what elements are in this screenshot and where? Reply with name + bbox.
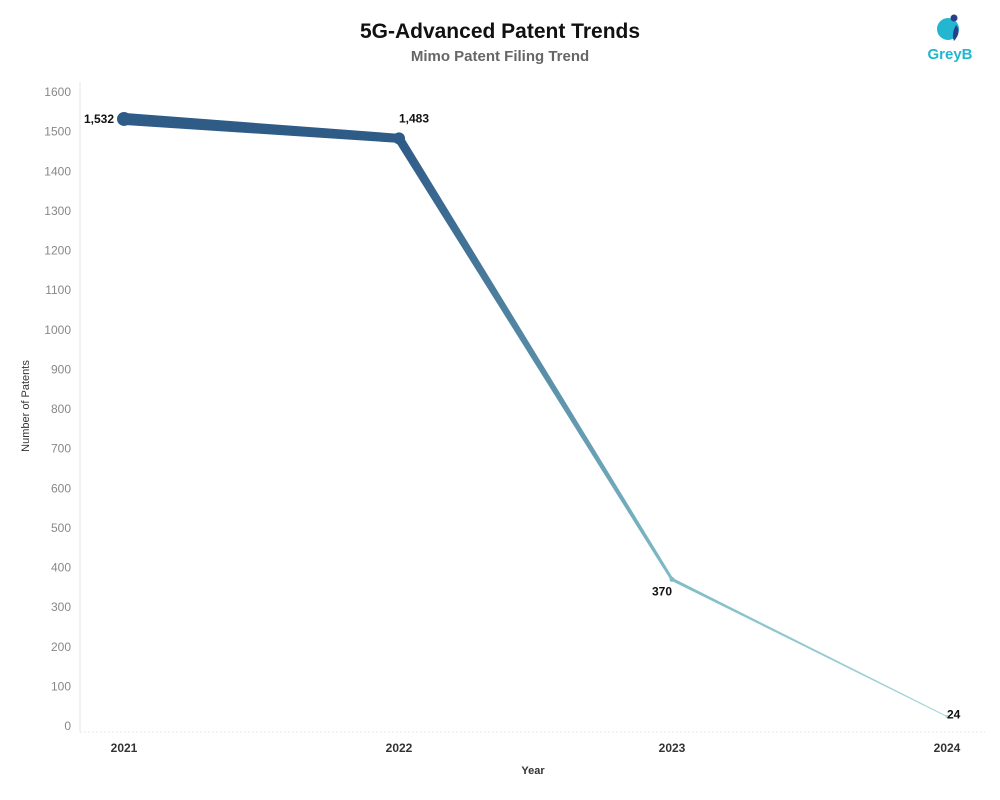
- chart-subtitle: Mimo Patent Filing Trend: [410, 48, 590, 65]
- y-tick-label: 1300: [44, 204, 71, 218]
- chart-line-segments: [123, 112, 948, 717]
- line-segment: [395, 135, 674, 581]
- y-tick-label: 100: [51, 679, 71, 693]
- line-segment: [671, 578, 948, 717]
- logo-text: GreyB: [927, 46, 973, 63]
- y-tick-label: 300: [51, 600, 71, 614]
- data-label: 24: [947, 707, 961, 721]
- y-tick-label: 500: [51, 521, 71, 535]
- greyb-logo: GreyB: [920, 12, 980, 68]
- y-axis-ticks: 0 100 200 300 400 500 600 700 800 900 1000 1100 1200…: [44, 85, 71, 733]
- y-tick-label: 700: [51, 442, 71, 456]
- data-label: 1,532: [84, 112, 114, 126]
- data-label: 370: [652, 584, 672, 598]
- y-tick-label: 1500: [44, 125, 71, 139]
- x-tick-label: 2022: [386, 741, 413, 755]
- chart-points: [117, 111, 949, 718]
- y-tick-label: 1200: [44, 244, 71, 258]
- y-tick-label: 1000: [44, 323, 71, 337]
- y-tick-label: 200: [51, 640, 71, 654]
- x-tick-label: 2024: [934, 741, 961, 755]
- x-tick-label: 2023: [659, 741, 686, 755]
- chart-data-labels: 1,532 1,483 370 24: [84, 111, 961, 721]
- logo-mark-icon: [937, 14, 959, 41]
- data-label: 1,483: [399, 111, 429, 125]
- x-axis-title: Year: [521, 765, 545, 777]
- y-tick-label: 1400: [44, 164, 71, 178]
- y-tick-label: 400: [51, 561, 71, 575]
- y-tick-label: 1600: [44, 85, 71, 99]
- y-tick-label: 0: [64, 719, 71, 733]
- x-axis-ticks: 2021 2022 2023 2024: [111, 741, 961, 755]
- data-point[interactable]: [393, 132, 405, 145]
- data-point[interactable]: [117, 111, 131, 126]
- chart-title: 5G-Advanced Patent Trends: [359, 20, 641, 43]
- y-tick-label: 900: [51, 362, 71, 376]
- y-tick-label: 600: [51, 481, 71, 495]
- line-segment: [123, 112, 400, 143]
- y-tick-label: 1100: [45, 283, 71, 297]
- data-point[interactable]: [669, 576, 675, 582]
- x-tick-label: 2021: [111, 741, 138, 755]
- data-point[interactable]: [945, 714, 949, 718]
- y-tick-label: 800: [51, 402, 71, 416]
